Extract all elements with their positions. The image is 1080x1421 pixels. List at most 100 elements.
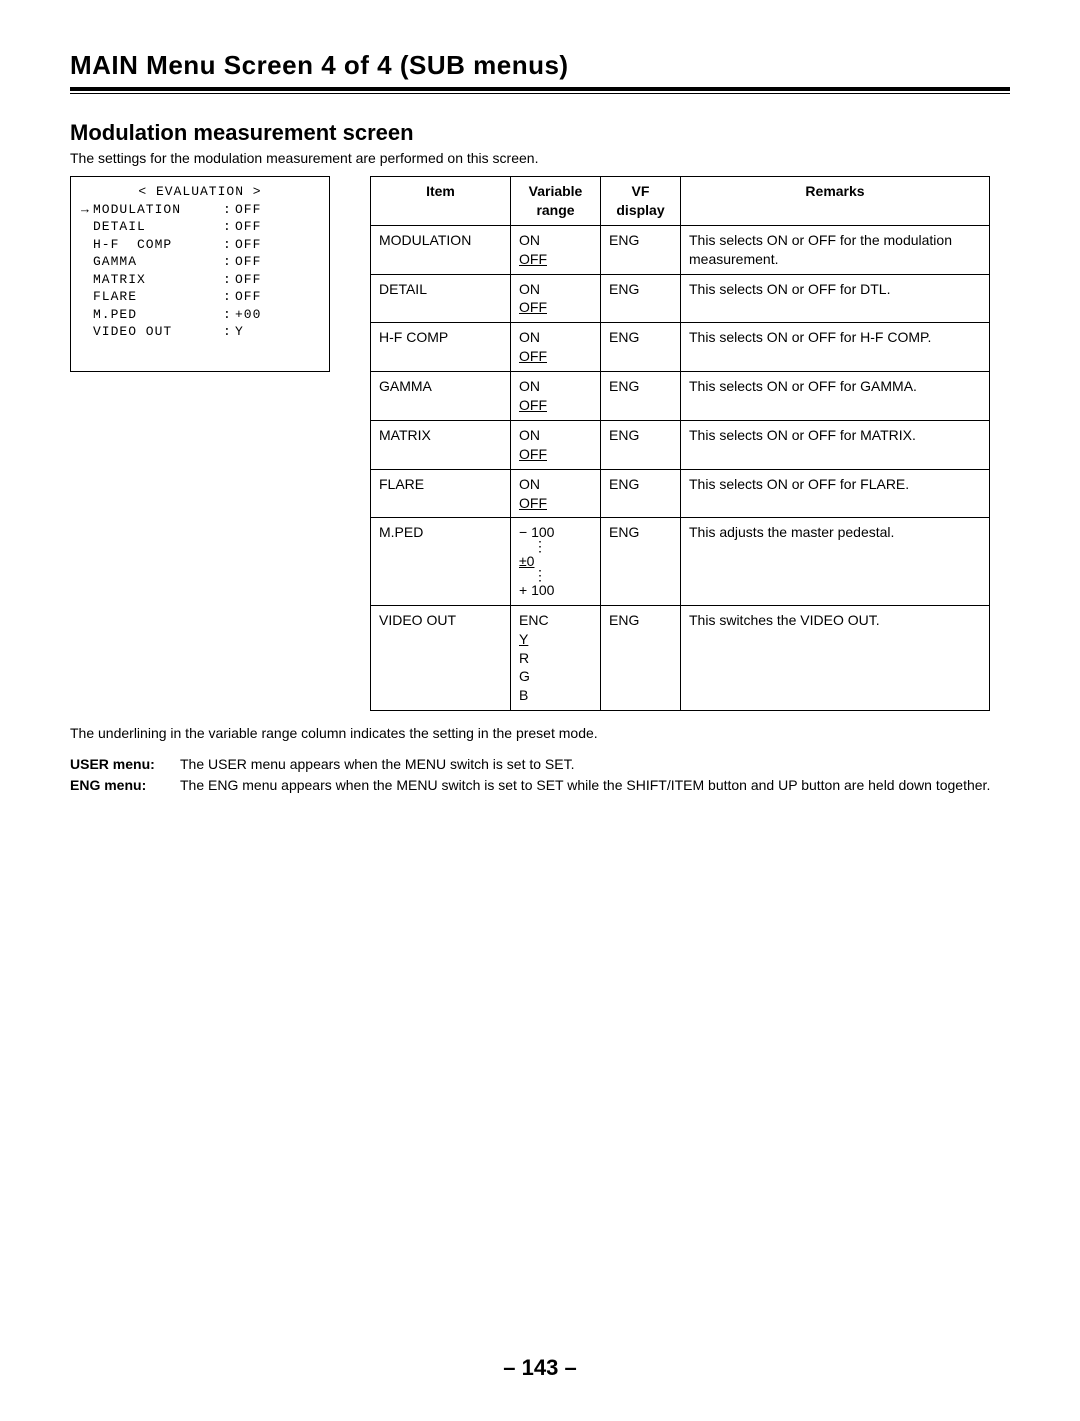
eng-menu-label: ENG menu: (70, 775, 180, 796)
eval-label: MATRIX (93, 271, 223, 289)
manual-page: MAIN Menu Screen 4 of 4 (SUB menus) Modu… (0, 0, 1080, 1421)
eval-arrow (81, 306, 93, 324)
range-value: ON (519, 231, 592, 250)
eval-label: FLARE (93, 288, 223, 306)
table-row: H-F COMPONOFFENGThis selects ON or OFF f… (371, 323, 990, 372)
range-value: R (519, 649, 592, 668)
evaluation-row: H-F COMP:OFF (81, 236, 319, 254)
eval-arrow (81, 253, 93, 271)
range-value: + 100 (519, 581, 592, 600)
cell-remarks: This switches the VIDEO OUT. (681, 605, 990, 710)
table-row: MATRIXONOFFENGThis selects ON or OFF for… (371, 420, 990, 469)
col-header-remarks: Remarks (681, 177, 990, 226)
eval-colon: : (223, 253, 235, 271)
eval-colon: : (223, 306, 235, 324)
cell-range: ONOFF (511, 372, 601, 421)
cell-range: ONOFF (511, 323, 601, 372)
evaluation-row: M.PED:+00 (81, 306, 319, 324)
range-value: ON (519, 426, 592, 445)
cell-vf: ENG (601, 323, 681, 372)
eval-value: +00 (235, 306, 319, 324)
table-row: MODULATIONONOFFENGThis selects ON or OFF… (371, 225, 990, 274)
user-menu-desc: The USER menu appears when the MENU swit… (180, 754, 1010, 775)
cell-item: M.PED (371, 518, 511, 605)
cell-item: FLARE (371, 469, 511, 518)
evaluation-row: →MODULATION:OFF (81, 201, 319, 219)
table-row: M.PED− 100⋮±0⋮+ 100ENGThis adjusts the m… (371, 518, 990, 605)
cell-vf: ENG (601, 225, 681, 274)
evaluation-screen-box: < EVALUATION > →MODULATION:OFF DETAIL:OF… (70, 176, 330, 372)
eval-arrow (81, 323, 93, 341)
page-number: – 143 – (0, 1355, 1080, 1381)
underline-note: The underlining in the variable range co… (70, 723, 1010, 744)
range-value: OFF (519, 347, 592, 366)
evaluation-row: FLARE:OFF (81, 288, 319, 306)
cell-remarks: This selects ON or OFF for GAMMA. (681, 372, 990, 421)
cell-remarks: This selects ON or OFF for FLARE. (681, 469, 990, 518)
range-value: OFF (519, 445, 592, 464)
cell-item: MATRIX (371, 420, 511, 469)
cell-remarks: This selects ON or OFF for MATRIX. (681, 420, 990, 469)
title-double-rule (70, 93, 1010, 94)
evaluation-header: < EVALUATION > (81, 183, 319, 201)
cell-item: VIDEO OUT (371, 605, 511, 710)
cell-remarks: This selects ON or OFF for H-F COMP. (681, 323, 990, 372)
cell-range: ONOFF (511, 225, 601, 274)
cell-range: ONOFF (511, 469, 601, 518)
range-value: OFF (519, 396, 592, 415)
eval-colon: : (223, 218, 235, 236)
range-value: ENC (519, 611, 592, 630)
cell-item: MODULATION (371, 225, 511, 274)
cell-range: ENCYRGB (511, 605, 601, 710)
eval-arrow (81, 271, 93, 289)
eval-value: OFF (235, 218, 319, 236)
section-intro: The settings for the modulation measurem… (70, 150, 1010, 166)
user-menu-label: USER menu: (70, 754, 180, 775)
menu-definitions: USER menu: The USER menu appears when th… (70, 754, 1010, 796)
evaluation-row: MATRIX:OFF (81, 271, 319, 289)
range-value: ON (519, 475, 592, 494)
eval-arrow: → (81, 201, 93, 219)
eval-value: Y (235, 323, 319, 341)
eval-colon: : (223, 323, 235, 341)
page-title: MAIN Menu Screen 4 of 4 (SUB menus) (70, 50, 1010, 91)
eval-arrow (81, 218, 93, 236)
cell-vf: ENG (601, 274, 681, 323)
table-row: VIDEO OUTENCYRGBENGThis switches the VID… (371, 605, 990, 710)
eval-colon: : (223, 271, 235, 289)
cell-range: ONOFF (511, 274, 601, 323)
range-value: B (519, 686, 592, 705)
evaluation-row: DETAIL:OFF (81, 218, 319, 236)
cell-item: H-F COMP (371, 323, 511, 372)
footer-notes: The underlining in the variable range co… (70, 723, 1010, 796)
range-value: Y (519, 630, 592, 649)
range-value: OFF (519, 250, 592, 269)
range-value: OFF (519, 298, 592, 317)
eval-label: GAMMA (93, 253, 223, 271)
cell-item: DETAIL (371, 274, 511, 323)
settings-table: Item Variable range VF display Remarks M… (370, 176, 990, 711)
eval-label: DETAIL (93, 218, 223, 236)
cell-vf: ENG (601, 420, 681, 469)
cell-remarks: This selects ON or OFF for DTL. (681, 274, 990, 323)
eval-arrow (81, 288, 93, 306)
cell-remarks: This selects ON or OFF for the modulatio… (681, 225, 990, 274)
cell-range: ONOFF (511, 420, 601, 469)
cell-vf: ENG (601, 469, 681, 518)
cell-vf: ENG (601, 518, 681, 605)
eval-colon: : (223, 201, 235, 219)
range-value: ON (519, 328, 592, 347)
eval-arrow (81, 236, 93, 254)
range-value: OFF (519, 494, 592, 513)
eval-value: OFF (235, 271, 319, 289)
range-value: ±0 (519, 552, 592, 571)
section-title: Modulation measurement screen (70, 120, 1010, 146)
eval-label: M.PED (93, 306, 223, 324)
eval-label: VIDEO OUT (93, 323, 223, 341)
range-value: G (519, 667, 592, 686)
range-value: − 100 (519, 523, 592, 542)
eval-colon: : (223, 236, 235, 254)
range-value: ⋮ (519, 571, 592, 581)
range-value: ON (519, 377, 592, 396)
table-row: GAMMAONOFFENGThis selects ON or OFF for … (371, 372, 990, 421)
